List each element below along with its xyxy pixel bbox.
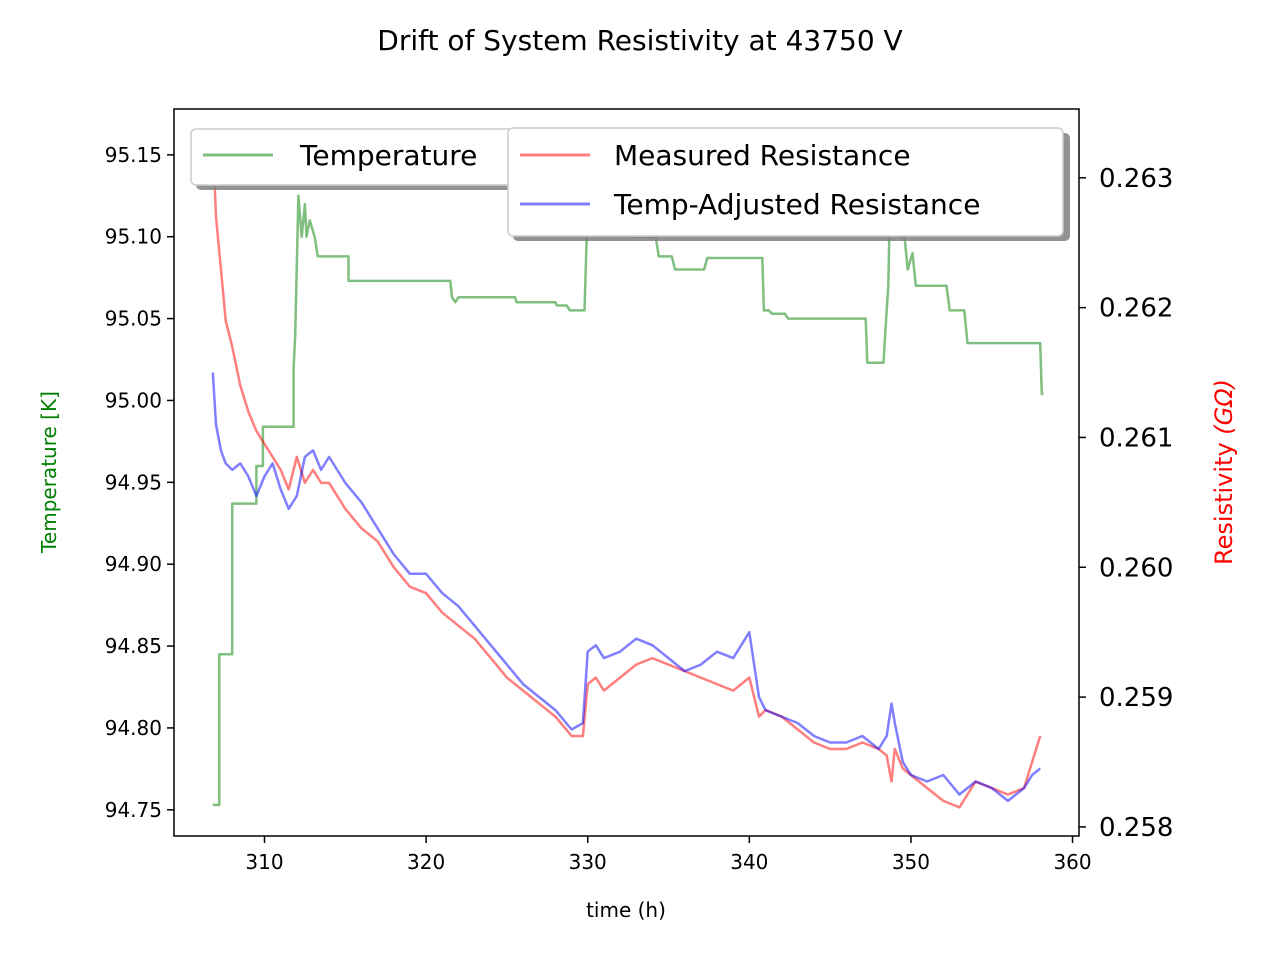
legend-box [507, 127, 1064, 237]
x-tick-label: 360 [1053, 850, 1091, 874]
legend-label-adjusted: Temp-Adjusted Resistance [613, 188, 980, 221]
series-line-temp-adjusted-resistance [211, 372, 1041, 803]
legend-label-measured: Measured Resistance [614, 139, 911, 172]
y-tick-label-left: 95.15 [105, 143, 162, 167]
x-axis-label: time (h) [586, 898, 666, 922]
x-tick-label: 310 [245, 850, 283, 874]
plot-frame [173, 108, 1080, 837]
y-tick-label-right: 0.261 [1099, 423, 1173, 453]
y-tick-label-left: 94.90 [105, 552, 162, 576]
chart-title: Drift of System Resistivity at 43750 V [377, 24, 902, 57]
legend-resistance: Measured Resistance Temp-Adjusted Resist… [507, 127, 1070, 241]
y-tick-label-left: 94.75 [105, 798, 162, 822]
x-tick-label: 340 [730, 850, 768, 874]
y-tick-label-right: 0.263 [1099, 164, 1173, 194]
axes-layer: 310 320 330 340 350 360 94.75 94.80 94.85 94.90 94… [105, 143, 1174, 874]
legend-temperature: Temperature [190, 128, 530, 190]
y-tick-label-left: 94.85 [105, 634, 162, 658]
y-tick-label-left: 94.80 [105, 716, 162, 740]
y-axis-label-left: Temperature [K] [37, 391, 61, 554]
y-tick-label-right: 0.262 [1099, 294, 1173, 324]
y-axis-label-right-main: Resistivity [1210, 435, 1238, 565]
x-tick-label: 350 [892, 850, 930, 874]
y-tick-label-left: 95.05 [105, 307, 162, 331]
x-tick-label: 330 [569, 850, 607, 874]
legend-label-temperature: Temperature [299, 139, 477, 172]
y-tick-label-right: 0.258 [1099, 813, 1173, 843]
y-tick-label-left: 94.95 [105, 470, 162, 494]
y-tick-label-left: 95.10 [105, 225, 162, 249]
y-tick-label-right: 0.259 [1099, 683, 1173, 713]
x-tick-label: 320 [407, 850, 445, 874]
y-axis-label-right: Resistivity (GΩ) [1210, 379, 1238, 565]
series-line-measured-resistance [211, 138, 1042, 809]
y-axis-label-right-unit: (GΩ) [1210, 379, 1238, 435]
y-tick-label-right: 0.260 [1099, 553, 1173, 583]
y-tick-label-left: 95.00 [105, 388, 162, 412]
